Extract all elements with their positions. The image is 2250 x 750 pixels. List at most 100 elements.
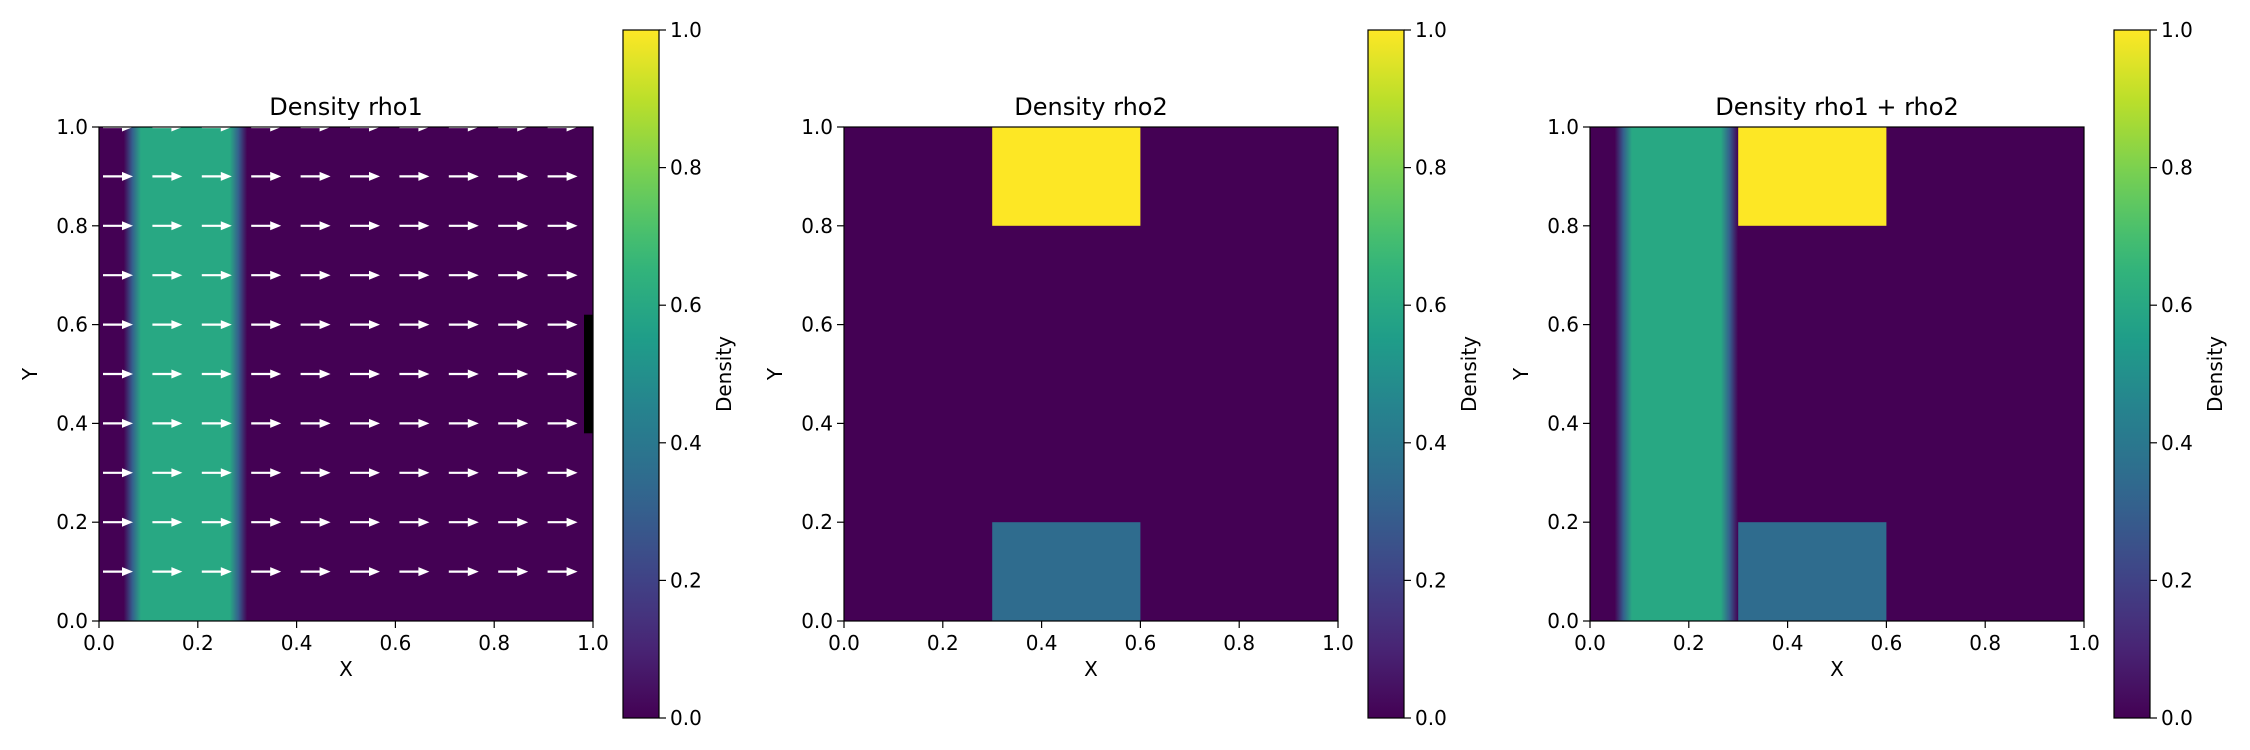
quiver-arrow: [103, 320, 133, 330]
quiver-arrow: [103, 270, 133, 280]
quiver-arrow: [399, 171, 430, 181]
quiver-arrow: [448, 517, 479, 527]
panel-density-rho1: Density rho1 0.0 0.2 0.4 0.6 0.8 1.0 0.00.20.…: [18, 18, 736, 730]
y-tick-label: 1.0: [801, 115, 833, 139]
colorbar-tick-label: 0.4: [1415, 431, 1447, 455]
x-tick-label: 0.4: [281, 631, 313, 655]
colorbar: 0.0 0.2 0.4 0.6 0.8 1.0: [2113, 18, 2193, 730]
quiver-arrow: [300, 270, 331, 280]
y-axis-label: Y: [763, 367, 787, 381]
colorbar-tick-label: 0.6: [2161, 293, 2193, 317]
colorbar-label: Density: [1457, 336, 1481, 412]
axes-frame: [1589, 126, 2085, 622]
quiver-arrow: [448, 418, 479, 428]
colorbar-label: Density: [712, 336, 736, 412]
quiver-arrow: [251, 221, 282, 231]
quiver-arrow: [448, 320, 479, 330]
chart-title: Density rho1: [269, 93, 422, 121]
x-tick-label: 0.6: [379, 631, 411, 655]
panel-density-rho2: Density rho2 0.0 0.2 0.4 0.6 0.8 1.0 0.00.20.…: [763, 18, 1481, 730]
colorbar-gradient: [622, 29, 660, 719]
quiver-arrow: [103, 171, 133, 181]
x-tick-label: 0.8: [1969, 631, 2001, 655]
quiver-arrow: [103, 221, 133, 231]
colorbar-label: Density: [2203, 336, 2227, 412]
x-tick-label: 0.2: [1673, 631, 1705, 655]
x-tick-label: 0.4: [1772, 631, 1804, 655]
quiver-arrow: [251, 171, 282, 181]
x-axis-label: X: [1084, 657, 1098, 681]
quiver-arrow: [350, 369, 380, 379]
x-axis-ticks: 0.0 0.2 0.4 0.6 0.8 1.0: [1574, 621, 2100, 655]
quiver-arrow: [498, 468, 529, 478]
colorbar-tick-label: 0.2: [670, 568, 702, 592]
x-tick-label: 1.0: [1322, 631, 1354, 655]
quiver-arrow: [399, 418, 430, 428]
quiver-arrow: [152, 369, 183, 379]
density-region: [992, 127, 1141, 226]
quiver-arrow: [201, 320, 232, 330]
quiver-arrow: [498, 567, 529, 577]
colorbar-tick-label: 0.4: [670, 431, 702, 455]
y-tick-label: 0.4: [56, 411, 88, 435]
density-region: [992, 522, 1141, 621]
x-axis-ticks: 0.0 0.2 0.4 0.6 0.8 1.0: [83, 621, 609, 655]
quiver-arrow: [300, 320, 331, 330]
colorbar-tick-label: 0.8: [2161, 156, 2193, 180]
quiver-arrow: [350, 221, 380, 231]
quiver-arrow: [201, 517, 232, 527]
quiver-arrow: [498, 418, 529, 428]
quiver-arrow: [498, 221, 529, 231]
quiver-arrow: [152, 567, 183, 577]
plot-area: [844, 127, 1338, 621]
quiver-arrow: [399, 270, 430, 280]
x-tick-label: 0.6: [1124, 631, 1156, 655]
y-tick-label: 0.6: [1547, 313, 1579, 337]
x-tick-label: 0.8: [478, 631, 510, 655]
colorbar-tick-label: 1.0: [2161, 18, 2193, 42]
quiver-arrow: [399, 221, 430, 231]
quiver-arrow: [448, 221, 479, 231]
y-tick-label: 0.0: [56, 609, 88, 633]
quiver-arrow: [251, 320, 282, 330]
quiver-arrow: [152, 517, 183, 527]
quiver-arrow: [498, 320, 529, 330]
y-tick-label: 0.4: [801, 411, 833, 435]
y-tick-label: 0.0: [1547, 609, 1579, 633]
quiver-arrow: [201, 468, 232, 478]
quiver-arrow: [201, 567, 232, 577]
quiver-arrow: [547, 320, 578, 330]
quiver-arrow: [251, 369, 282, 379]
quiver-arrow: [448, 171, 479, 181]
colorbar-tick-label: 1.0: [670, 18, 702, 42]
colorbar-tick-label: 0.0: [1415, 706, 1447, 730]
colorbar: 0.0 0.2 0.4 0.6 0.8 1.0: [622, 18, 702, 730]
x-tick-label: 0.0: [83, 631, 115, 655]
x-axis-label: X: [339, 657, 353, 681]
quiver-arrow: [152, 418, 183, 428]
quiver-arrow: [547, 369, 578, 379]
quiver-arrow: [350, 517, 380, 527]
boundary-bar: [584, 314, 593, 434]
quiver-arrow: [399, 517, 430, 527]
quiver-arrow: [103, 468, 133, 478]
quiver-arrow: [350, 567, 380, 577]
quiver-arrow: [300, 171, 331, 181]
quiver-arrow: [498, 369, 529, 379]
colorbar-tick-label: 0.4: [2161, 431, 2193, 455]
quiver-arrow: [300, 567, 331, 577]
quiver-arrow: [498, 171, 529, 181]
quiver-arrow: [547, 517, 578, 527]
x-tick-label: 0.8: [1223, 631, 1255, 655]
quiver-arrow: [103, 369, 133, 379]
quiver-arrow: [201, 418, 232, 428]
quiver-arrow: [152, 270, 183, 280]
quiver-arrow: [498, 270, 529, 280]
y-tick-label: 0.6: [801, 313, 833, 337]
quiver-arrow: [448, 567, 479, 577]
plot-area: [1590, 127, 2084, 621]
colorbar-gradient: [2113, 29, 2151, 719]
quiver-arrow: [350, 270, 380, 280]
quiver-arrow: [251, 418, 282, 428]
